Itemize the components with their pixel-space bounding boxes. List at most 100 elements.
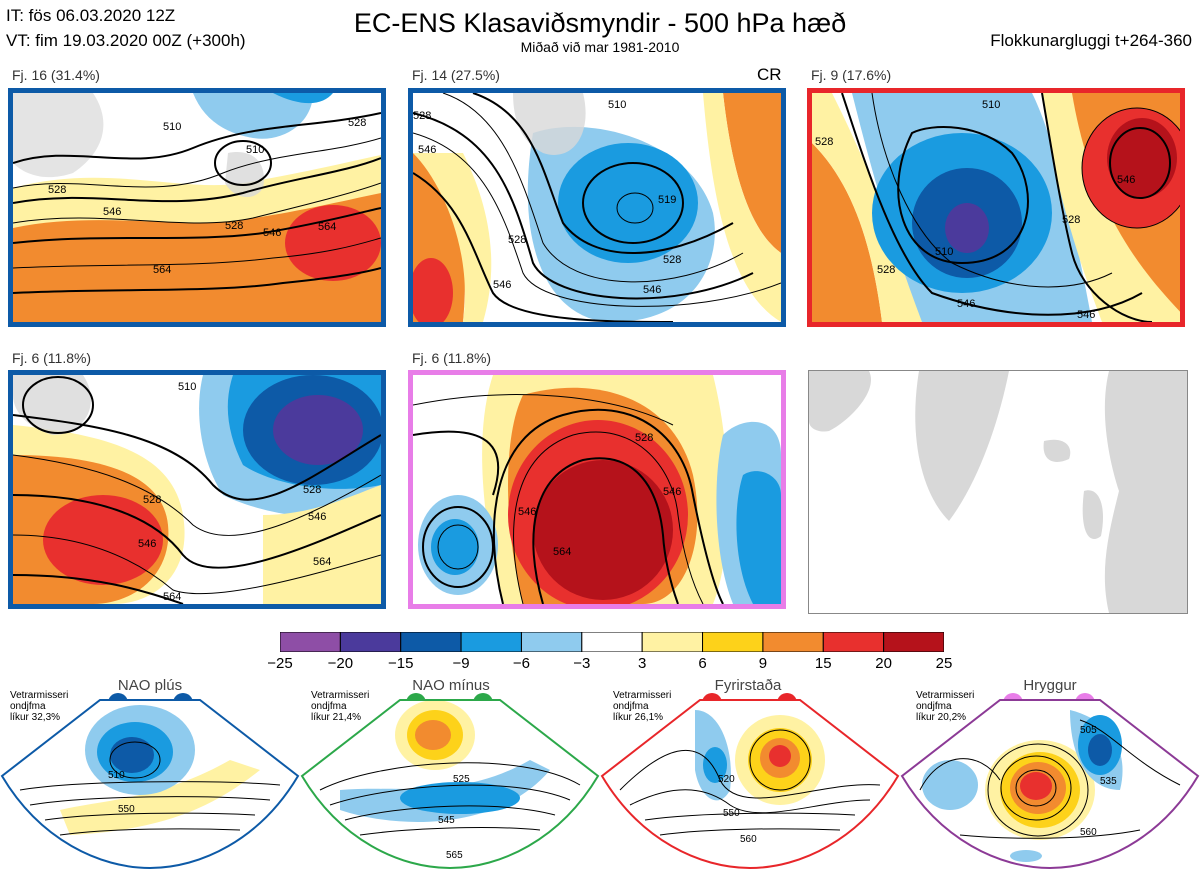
cluster-map-4: 510 528 546 528 546 564 564: [8, 370, 386, 609]
empty-map: [808, 370, 1188, 614]
contour-label: 510: [163, 121, 181, 133]
legend-swatch: [702, 632, 764, 652]
contour-label: 528: [877, 264, 895, 276]
contour-labels: 528 510 546 528 519 528 546 546 564: [413, 99, 681, 322]
contour-label: 528: [348, 117, 366, 129]
anomaly-yellow-east: [703, 93, 781, 322]
contour-label: 564: [163, 591, 181, 603]
anomaly-yellow: [13, 155, 381, 228]
anomaly-purple: [945, 203, 989, 253]
regime-note-nao-plus: Vetrarmisseri ondjfma líkur 32,3%: [10, 690, 69, 723]
contour-label: 528: [48, 184, 66, 196]
legend-swatch: [460, 632, 522, 652]
landmass: [13, 375, 92, 435]
panel-label-5: Fj. 6 (11.8%): [412, 350, 492, 366]
cluster-map-3: 510 528 546 510 528 546 546 528: [807, 88, 1185, 327]
legend-swatch: [581, 632, 643, 652]
legend-swatch: [883, 632, 944, 652]
regime-map-ridge: 505 535 560: [900, 693, 1200, 870]
anomaly-red: [285, 205, 381, 281]
legend-tick-label: −9: [452, 655, 470, 672]
legend-tick-label: −6: [512, 655, 531, 672]
anomaly-yellow-east: [263, 485, 381, 604]
legend-tick-label: 15: [814, 655, 832, 672]
regime-note-nao-minus: Vetrarmisseri ondjfma líkur 21,4%: [311, 690, 370, 723]
contour-label: 546: [263, 227, 281, 239]
contour-label: 546: [643, 284, 661, 296]
contour-label: 510: [108, 770, 125, 781]
legend-tick-label: 3: [638, 655, 647, 672]
contour-lines: [13, 112, 381, 294]
contour-label: 528: [413, 110, 431, 122]
landmass-europe: [1104, 371, 1187, 613]
landmass-greenland: [915, 371, 1009, 521]
contour-label: 528: [303, 484, 321, 496]
contour-label: 525: [453, 774, 470, 785]
panel-label-1: Fj. 16 (31.4%): [12, 67, 100, 83]
landmass-north-america: [809, 371, 871, 432]
page-subtitle: Miðað við mar 1981-2010: [520, 39, 680, 55]
cluster-map-1: 510 528 528 546 528 546 564 564 510: [8, 88, 386, 327]
landmass-britain: [1082, 490, 1104, 539]
contour-label: 564: [153, 264, 171, 276]
anomaly-red-strong: [1107, 118, 1177, 198]
anomaly-blue-east-strong: [736, 471, 781, 604]
contour-label: 546: [138, 538, 156, 550]
contour-label: 528: [815, 136, 833, 148]
contour-label: 550: [118, 804, 135, 815]
contour-label: 528: [508, 234, 526, 246]
contour-label: 505: [1080, 725, 1097, 736]
legend-swatch: [400, 632, 462, 652]
contour-labels: 510 528 546 510 528 546 546 528: [815, 99, 1135, 321]
contour-lines: [841, 93, 1180, 322]
regime-name-nao-minus: NAO mínus: [412, 677, 490, 694]
legend-swatch: [762, 632, 824, 652]
anomaly-orange-east: [723, 93, 781, 253]
regime-note-blocking: Vetrarmisseri ondjfma líkur 26,1%: [613, 690, 672, 723]
contour-label: 546: [663, 486, 681, 498]
contour-label: 535: [1100, 776, 1117, 787]
contour-label: 564: [613, 321, 631, 322]
contour-label: 546: [418, 144, 436, 156]
contour-label: 520: [718, 774, 735, 785]
legend-swatch: [822, 632, 885, 652]
contour-lines: [413, 394, 724, 604]
legend-swatch: [280, 632, 341, 652]
contour-label: 510: [982, 99, 1000, 111]
contour-labels: 510 528 546 528 546 564 564: [138, 381, 331, 603]
contour-label: 528: [143, 494, 161, 506]
panel-label-2: Fj. 14 (27.5%): [412, 67, 500, 83]
anomaly-purple: [273, 395, 363, 465]
it-line: IT: fös 06.03.2020 12Z: [6, 6, 176, 25]
vt-line: VT: fim 19.03.2020 00Z (+300h): [6, 31, 246, 50]
legend-tick-label: 25: [935, 655, 953, 672]
legend-tick-label: 9: [758, 655, 768, 672]
landmass: [513, 93, 586, 155]
legend-swatch: [520, 632, 583, 652]
regime-name-ridge: Hryggur: [1023, 677, 1077, 694]
anomaly-blue-strong: [273, 93, 333, 104]
anomaly-red-strong: [533, 460, 673, 600]
contour-label: 528: [225, 220, 243, 232]
anomaly-red: [413, 258, 453, 322]
panel-label-3: Fj. 9 (17.6%): [811, 67, 892, 83]
regime-map-nao-plus: 510 550: [0, 693, 300, 870]
legend-tick-label: −15: [387, 655, 414, 672]
contour-label: 546: [1077, 309, 1095, 321]
legend-tick-label: −3: [573, 655, 591, 672]
color-legend: [280, 632, 944, 652]
legend-swatch: [641, 632, 704, 652]
contour-label: 528: [663, 254, 681, 266]
contour-label: 528: [635, 432, 653, 444]
landmass-iceland: [1043, 439, 1071, 462]
legend-tick-label: 20: [875, 655, 892, 672]
contour-label: 550: [723, 808, 740, 819]
page-title: EC-ENS Klasaviðsmyndir - 500 hPa hæð: [353, 8, 847, 38]
cluster-map-5: 528 546 546 564: [408, 370, 786, 609]
contour-label: 510: [935, 246, 953, 258]
panel-regime-tag: CR: [757, 65, 782, 84]
regime-name-blocking: Fyrirstaða: [714, 677, 782, 694]
contour-label: 546: [103, 206, 121, 218]
contour-label: 519: [658, 194, 676, 206]
anomaly-orange: [812, 143, 882, 322]
